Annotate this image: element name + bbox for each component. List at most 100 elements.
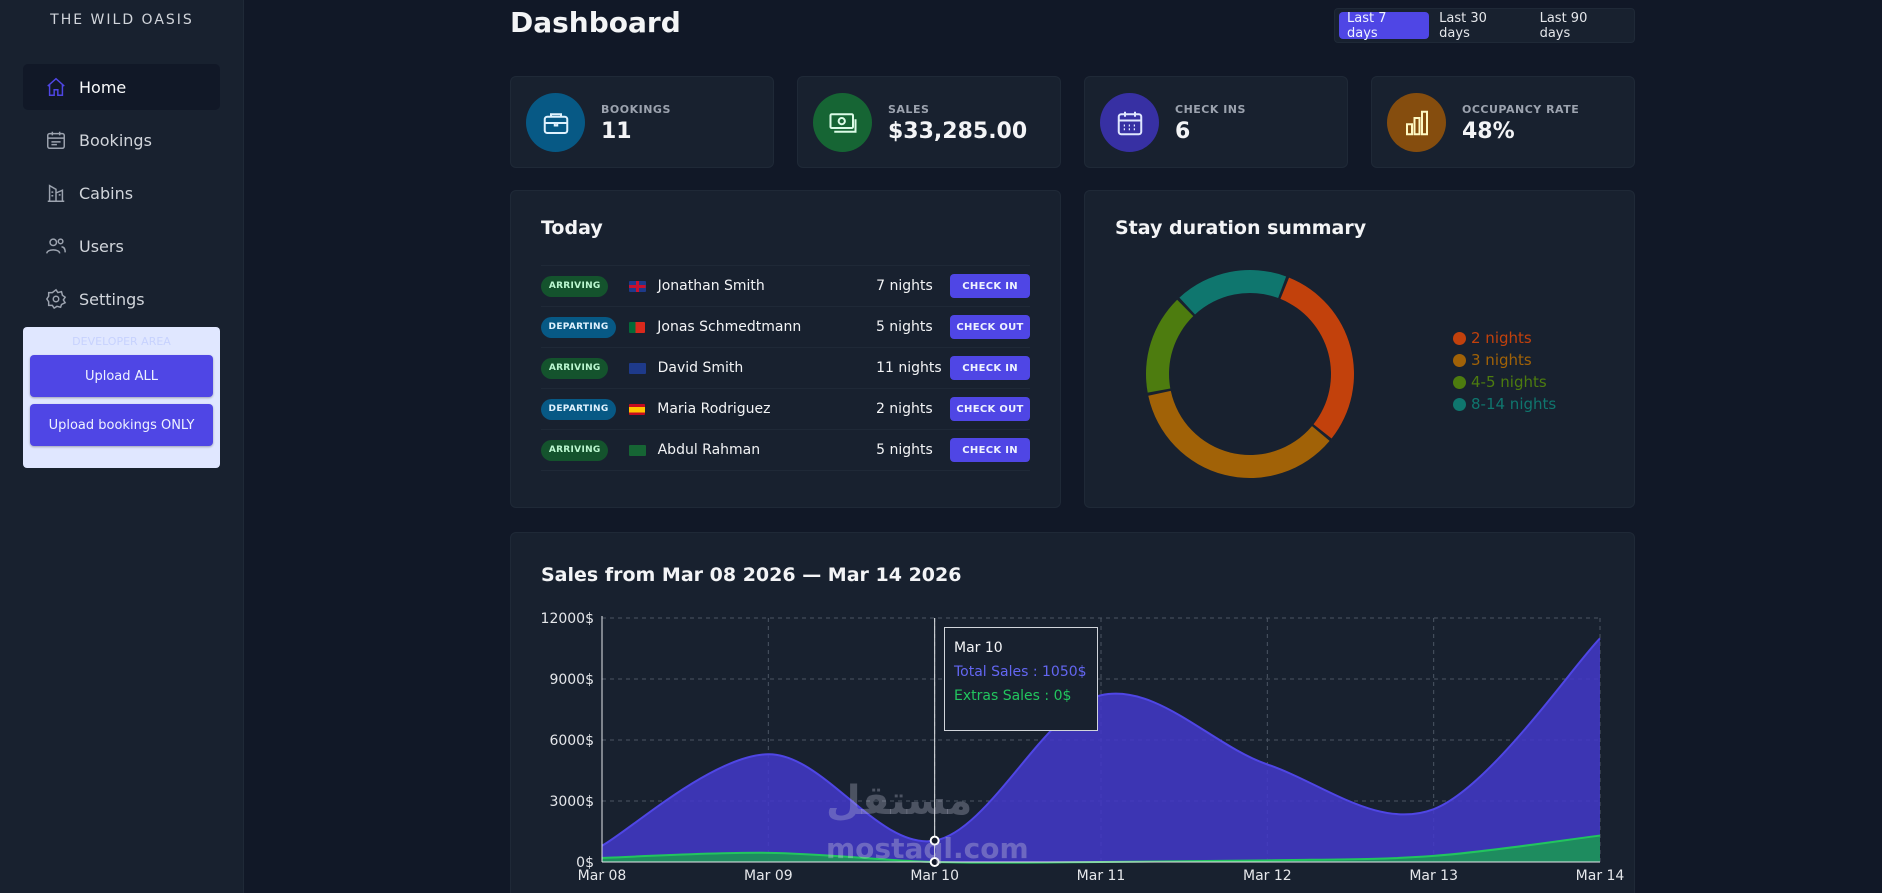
legend-dot <box>1453 331 1466 345</box>
nights-count: 5 nights <box>876 442 933 458</box>
calendar-days-icon <box>1100 93 1159 152</box>
flag-gb-icon <box>629 280 646 292</box>
hover-point <box>929 857 940 867</box>
list-item: DEPARTING Jonas Schmedtmann 5 nights CHE… <box>541 307 1030 348</box>
watermark-arabic: مستقل <box>826 778 973 824</box>
legend-label: 4-5 nights <box>1471 373 1547 391</box>
duration-panel: Stay duration summary 2 nights 3 nights … <box>1084 190 1635 508</box>
status-badge: DEPARTING <box>541 398 617 420</box>
page-title: Dashboard <box>510 6 681 39</box>
date-filter: Last 7 days Last 30 days Last 90 days <box>1334 8 1635 43</box>
watermark: mostaql.com <box>826 832 1029 865</box>
stat-label: OCCUPANCY RATE <box>1462 103 1580 116</box>
status-badge: ARRIVING <box>541 275 609 297</box>
app-logo: THE WILD OASIS <box>50 12 194 28</box>
briefcase-icon <box>526 93 585 152</box>
check-in-button[interactable]: CHECK IN <box>950 356 1030 380</box>
legend-dot <box>1453 397 1466 411</box>
area-series <box>602 835 1600 863</box>
list-item: ARRIVING David Smith 11 nights CHECK IN <box>541 348 1030 389</box>
legend-item: 4-5 nights <box>1453 371 1556 393</box>
flag-sa-icon <box>629 444 646 456</box>
tooltip-date: Mar 10 <box>954 640 1003 656</box>
main-nav: Home Bookings Cabins Users Settings <box>23 64 220 329</box>
uploader-hint: DEVELOPER AREA <box>72 335 171 348</box>
check-in-button[interactable]: CHECK IN <box>950 274 1030 298</box>
legend-label: 3 nights <box>1471 351 1532 369</box>
guest-name: Jonas Schmedtmann <box>657 319 802 335</box>
guest-name: Jonathan Smith <box>657 278 765 294</box>
area-series <box>602 638 1600 862</box>
tooltip-extras: Extras Sales : 0$ <box>954 688 1072 704</box>
x-tick-label: Mar 09 <box>744 868 793 884</box>
pie-slice <box>1179 270 1287 315</box>
legend-dot <box>1453 375 1466 389</box>
home-icon <box>45 76 67 98</box>
stat-value: $33,285.00 <box>888 119 1028 144</box>
guest-name: Maria Rodriguez <box>657 401 771 417</box>
legend-dot <box>1453 353 1466 367</box>
sidebar-item-settings[interactable]: Settings <box>23 276 220 322</box>
nights-count: 2 nights <box>875 401 933 417</box>
check-out-button[interactable]: CHECK OUT <box>950 315 1030 339</box>
upload-bookings-button[interactable]: Upload bookings ONLY <box>30 404 213 446</box>
sidebar-item-label: Bookings <box>79 130 152 150</box>
upload-all-button[interactable]: Upload ALL <box>30 355 213 397</box>
check-out-button[interactable]: CHECK OUT <box>950 397 1030 421</box>
status-badge: DEPARTING <box>541 316 617 338</box>
check-in-button[interactable]: CHECK IN <box>950 438 1030 462</box>
x-tick-label: Mar 11 <box>1077 868 1126 884</box>
y-tick-label: 3000$ <box>549 794 594 810</box>
status-badge: ARRIVING <box>541 357 609 379</box>
x-tick-label: Mar 13 <box>1409 868 1458 884</box>
list-item: ARRIVING Jonathan Smith 7 nights CHECK I… <box>541 266 1030 307</box>
today-list: ARRIVING Jonathan Smith 7 nights CHECK I… <box>541 265 1030 471</box>
today-panel: Today ARRIVING Jonathan Smith 7 nights C… <box>510 190 1061 508</box>
x-tick-label: Mar 10 <box>910 868 959 884</box>
list-item: DEPARTING Maria Rodriguez 2 nights CHECK… <box>541 389 1030 430</box>
pie-slice <box>1280 277 1354 439</box>
uploader-panel: DEVELOPER AREA Upload ALL Upload booking… <box>23 327 220 468</box>
x-tick-label: Mar 12 <box>1243 868 1292 884</box>
pie-slice <box>1148 390 1330 478</box>
nights-count: 11 nights <box>876 360 942 376</box>
filter-last-90-days[interactable]: Last 90 days <box>1539 10 1588 41</box>
filter-last-30-days[interactable]: Last 30 days <box>1439 10 1487 41</box>
flag-au-icon <box>629 362 646 374</box>
duration-donut-chart <box>1146 270 1354 478</box>
filter-last-7-days[interactable]: Last 7 days <box>1339 11 1430 41</box>
sidebar: THE WILD OASIS Home Bookings Cabins User… <box>0 0 244 893</box>
stat-label: CHECK INS <box>1175 103 1246 116</box>
x-tick-label: Mar 08 <box>578 868 627 884</box>
sidebar-item-users[interactable]: Users <box>23 223 220 269</box>
hover-point <box>929 835 940 846</box>
stat-value: 11 <box>601 119 632 144</box>
nights-count: 5 nights <box>875 319 933 335</box>
sidebar-item-label: Cabins <box>79 183 134 203</box>
stat-bookings: BOOKINGS 11 <box>510 76 774 168</box>
legend-item: 3 nights <box>1453 349 1556 371</box>
stat-check-ins: CHECK INS 6 <box>1084 76 1348 168</box>
tooltip-total: Total Sales : 1050$ <box>954 664 1087 680</box>
y-tick-label: 12000$ <box>541 611 594 627</box>
list-item: ARRIVING Abdul Rahman 5 nights CHECK IN <box>541 430 1030 471</box>
guest-name: David Smith <box>657 360 744 376</box>
nights-count: 7 nights <box>876 278 933 294</box>
sidebar-item-bookings[interactable]: Bookings <box>23 117 220 163</box>
banknotes-icon <box>813 93 872 152</box>
legend-item: 2 nights <box>1453 327 1556 349</box>
stat-value: 6 <box>1175 119 1191 144</box>
series-line <box>601 637 1601 847</box>
sidebar-item-label: Users <box>79 236 124 256</box>
sidebar-item-cabins[interactable]: Cabins <box>23 170 220 216</box>
stat-label: SALES <box>888 103 930 116</box>
today-title: Today <box>541 217 603 239</box>
sidebar-item-home[interactable]: Home <box>23 64 220 110</box>
y-tick-label: 9000$ <box>549 672 594 688</box>
flag-es-icon <box>629 403 646 415</box>
duration-title: Stay duration summary <box>1115 217 1367 239</box>
sidebar-item-label: Settings <box>79 289 145 309</box>
sales-title: Sales from Mar 08 2026 — Mar 14 2026 <box>541 564 962 586</box>
legend-label: 8-14 nights <box>1471 395 1557 413</box>
